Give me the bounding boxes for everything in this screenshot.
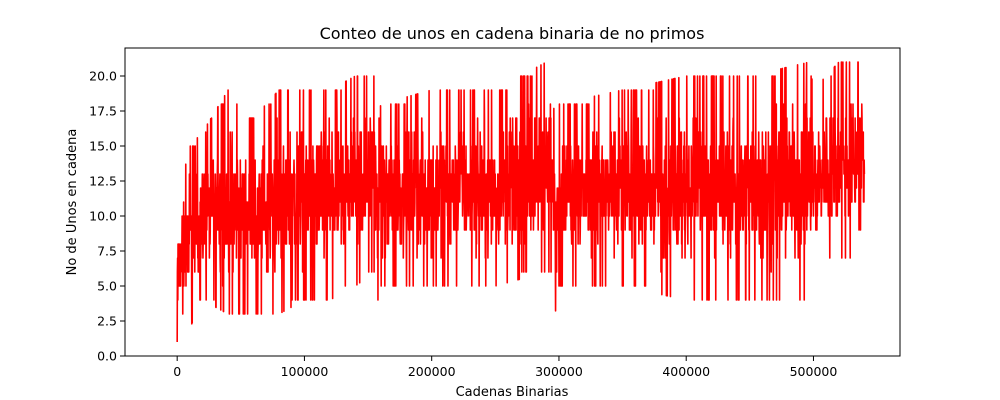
x-tick-label: 0 [173, 364, 181, 379]
x-axis: 0 100000 200000 300000 400000 500000 [173, 356, 837, 379]
x-tick-label: 100000 [281, 364, 329, 379]
y-axis-title: No de Unos en cadena [65, 129, 80, 276]
plot-area [124, 47, 901, 357]
y-axis: 0.0 2.5 5.0 7.5 10.0 12.5 15.0 17.5 20.0 [89, 69, 125, 364]
x-axis-title: Cadenas Binarias [456, 385, 569, 400]
x-tick-label: 300000 [535, 364, 583, 379]
y-tick-label: 17.5 [89, 104, 117, 119]
y-tick-label: 15.0 [89, 139, 117, 154]
x-tick-label: 200000 [408, 364, 456, 379]
series-line [176, 61, 866, 343]
axes-frame [124, 47, 901, 357]
y-tick-label: 0.0 [97, 349, 117, 364]
y-tick-label: 7.5 [97, 244, 117, 259]
x-tick-label: 400000 [662, 364, 710, 379]
chart-title: Conteo de unos en cadena binaria de no p… [320, 24, 705, 43]
y-tick-label: 20.0 [89, 69, 117, 84]
y-tick-label: 12.5 [89, 174, 117, 189]
y-tick-label: 2.5 [97, 314, 117, 329]
y-tick-label: 10.0 [89, 209, 117, 224]
y-tick-label: 5.0 [97, 279, 117, 294]
series-layer [176, 61, 866, 343]
x-tick-label: 500000 [790, 364, 838, 379]
